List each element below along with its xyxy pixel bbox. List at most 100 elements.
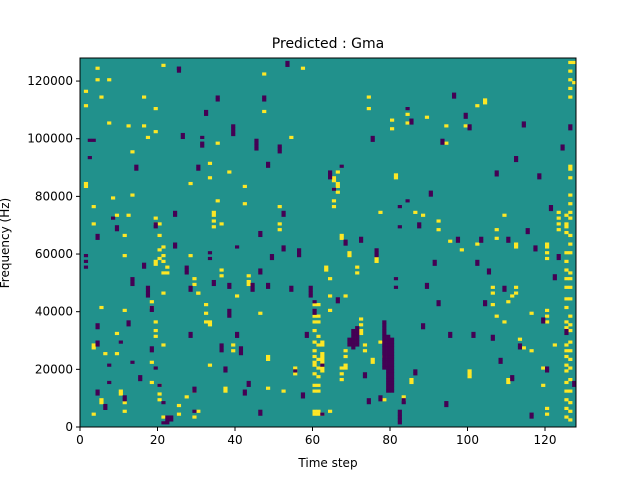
- heatmap-cell-high: [564, 389, 569, 393]
- heatmap-cell-high: [114, 331, 120, 336]
- heatmap-cell-low: [386, 386, 391, 390]
- heatmap-cell-low: [405, 107, 410, 111]
- heatmap-cell-low: [184, 271, 189, 275]
- heatmap-cell-high: [196, 409, 201, 413]
- heatmap-cell-high: [99, 401, 104, 405]
- heatmap-cell-low: [173, 213, 178, 217]
- heatmap-cell-high: [312, 320, 317, 324]
- heatmap-cell-low: [192, 386, 197, 390]
- heatmap-cell-low: [114, 228, 120, 232]
- heatmap-cell-low: [382, 360, 387, 364]
- heatmap-cell-low: [432, 262, 437, 266]
- heatmap-cell-low: [424, 285, 430, 289]
- heatmap-cell-high: [300, 66, 306, 70]
- heatmap-cell-high: [153, 320, 158, 324]
- heatmap-cell-high: [568, 389, 573, 393]
- heatmap-cell-low: [351, 328, 356, 333]
- heatmap-cell-high: [568, 418, 573, 422]
- heatmap-cell-low: [351, 334, 356, 338]
- heatmap-cell-low: [204, 109, 209, 114]
- heatmap-cell-high: [335, 181, 340, 186]
- heatmap-cell-high: [262, 109, 267, 114]
- heatmap-cell-high: [188, 181, 193, 186]
- heatmap-cell-high: [545, 245, 550, 249]
- heatmap-cell-high: [320, 357, 325, 361]
- heatmap-cell-low: [397, 205, 402, 209]
- heatmap-cell-low: [517, 346, 523, 350]
- heatmap-cell-high: [176, 403, 182, 408]
- heatmap-cell-low: [397, 409, 402, 413]
- heatmap-cell-high: [436, 219, 441, 223]
- heatmap-cell-high: [266, 354, 271, 359]
- heatmap-cell-high: [564, 259, 569, 263]
- heatmap-cell-low: [541, 317, 546, 321]
- heatmap-cell-low: [258, 233, 263, 238]
- heatmap-cell-high: [568, 78, 573, 82]
- heatmap-cell-low: [390, 363, 395, 367]
- heatmap-cell-high: [246, 279, 251, 284]
- heatmap-cell-high: [343, 366, 348, 370]
- heatmap-cell-low: [262, 95, 267, 99]
- heatmap-cell-high: [293, 366, 298, 370]
- heatmap-cell-low: [235, 245, 240, 249]
- heatmap-cell-high: [91, 343, 96, 347]
- heatmap-cell-high: [211, 210, 216, 214]
- heatmap-cell-low: [153, 222, 158, 226]
- heatmap-cell-low: [382, 328, 387, 333]
- heatmap-cell-low: [138, 375, 143, 379]
- heatmap-cell-low: [266, 164, 271, 168]
- heatmap-cell-low: [351, 346, 356, 350]
- heatmap-cell-low: [479, 236, 484, 240]
- x-tick-label: 20: [150, 433, 165, 447]
- heatmap-cell-low: [382, 352, 387, 356]
- heatmap-cell-low: [161, 421, 166, 425]
- heatmap-cell-high: [153, 130, 158, 134]
- heatmap-cell-low: [393, 277, 399, 281]
- heatmap-cell-low: [347, 343, 352, 347]
- heatmap-cell-low: [320, 412, 325, 416]
- heatmap-cell-high: [568, 233, 573, 238]
- heatmap-cell-high: [242, 184, 247, 189]
- heatmap-cell-low: [467, 124, 472, 128]
- heatmap-cell-high: [91, 346, 96, 350]
- heatmap-cell-high: [339, 366, 344, 370]
- heatmap-cell-high: [153, 216, 158, 220]
- heatmap-cell-high: [320, 360, 325, 364]
- heatmap-cell-low: [428, 193, 433, 197]
- heatmap-cell-high: [564, 285, 569, 289]
- y-tick-label: 80000: [35, 189, 73, 203]
- heatmap-cell-low: [335, 297, 340, 301]
- heatmap-cell-low: [529, 415, 534, 419]
- heatmap-cell-high: [444, 124, 449, 128]
- heatmap-cell-low: [254, 144, 259, 148]
- heatmap-cell-low: [103, 403, 108, 408]
- heatmap-cell-high: [362, 349, 368, 353]
- heatmap-cell-high: [564, 369, 569, 373]
- heatmap-cell-low: [343, 239, 348, 243]
- heatmap-cell-low: [382, 346, 387, 350]
- heatmap-cell-low: [552, 277, 557, 281]
- x-tick-label: 100: [456, 433, 479, 447]
- heatmap-cell-high: [289, 135, 294, 140]
- heatmap-cell-low: [386, 346, 391, 350]
- heatmap-cell-high: [204, 320, 209, 324]
- heatmap-cell-high: [99, 305, 104, 310]
- heatmap-cell-low: [200, 141, 205, 145]
- heatmap-cell-high: [149, 300, 154, 304]
- heatmap-cell-low: [374, 254, 379, 258]
- heatmap-cell-high: [568, 285, 573, 289]
- heatmap-cell-high: [564, 213, 569, 217]
- heatmap-cell-low: [452, 95, 457, 99]
- heatmap-cell-low: [362, 375, 368, 379]
- heatmap-cell-high: [246, 274, 251, 278]
- heatmap-cell-low: [362, 372, 368, 376]
- heatmap-cell-high: [378, 340, 383, 344]
- heatmap-cell-low: [525, 228, 530, 232]
- heatmap-cell-high: [161, 245, 166, 249]
- heatmap-cell-low: [235, 331, 240, 336]
- heatmap-cell-low: [386, 372, 391, 376]
- heatmap-cell-low: [393, 285, 399, 289]
- heatmap-cell-low: [390, 352, 395, 356]
- heatmap-cell-high: [157, 222, 162, 226]
- heatmap-cell-high: [157, 233, 162, 238]
